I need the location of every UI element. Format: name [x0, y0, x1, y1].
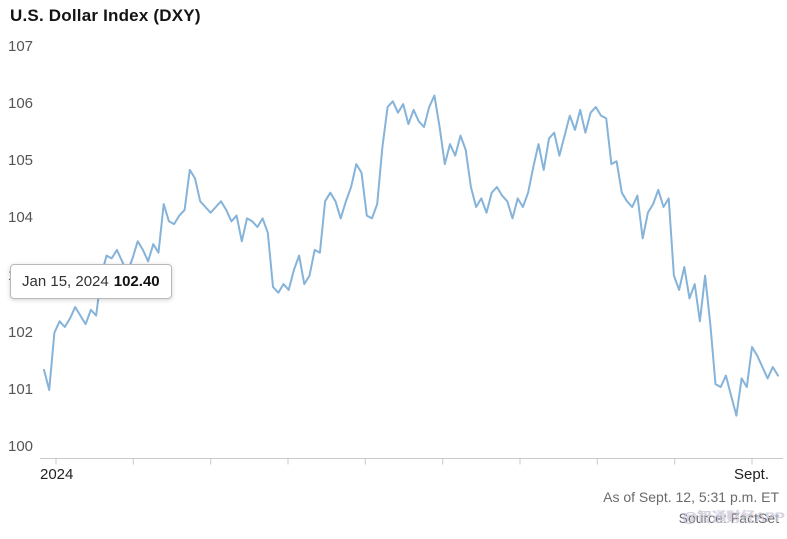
- x-axis-label-sept: Sept.: [733, 466, 769, 483]
- y-axis-label-107: 107: [8, 38, 34, 55]
- x-axis-label-2024: 2024: [40, 466, 74, 483]
- y-axis-label-104: 104: [8, 209, 34, 227]
- dxy-price-line: [43, 94, 779, 417]
- as-of-timestamp: As of Sept. 12, 5:31 p.m. ET: [603, 489, 779, 505]
- y-axis-label-106: 106: [8, 95, 34, 113]
- chart-tooltip: Jan 15, 2024 102.40: [10, 264, 172, 299]
- tooltip-date: Jan 15, 2024: [22, 273, 109, 290]
- y-axis-label-100: 100: [8, 438, 34, 455]
- y-axis-label-105: 105: [8, 152, 34, 170]
- page-title: U.S. Dollar Index (DXY): [10, 6, 201, 25]
- y-axis-label-102: 102: [8, 323, 34, 341]
- source-attribution: Source: FactSet: [678, 510, 779, 526]
- tooltip-value: 102.40: [113, 273, 160, 290]
- watermark: @智通财经APP: [682, 509, 785, 525]
- y-axis-label-101: 101: [8, 380, 34, 398]
